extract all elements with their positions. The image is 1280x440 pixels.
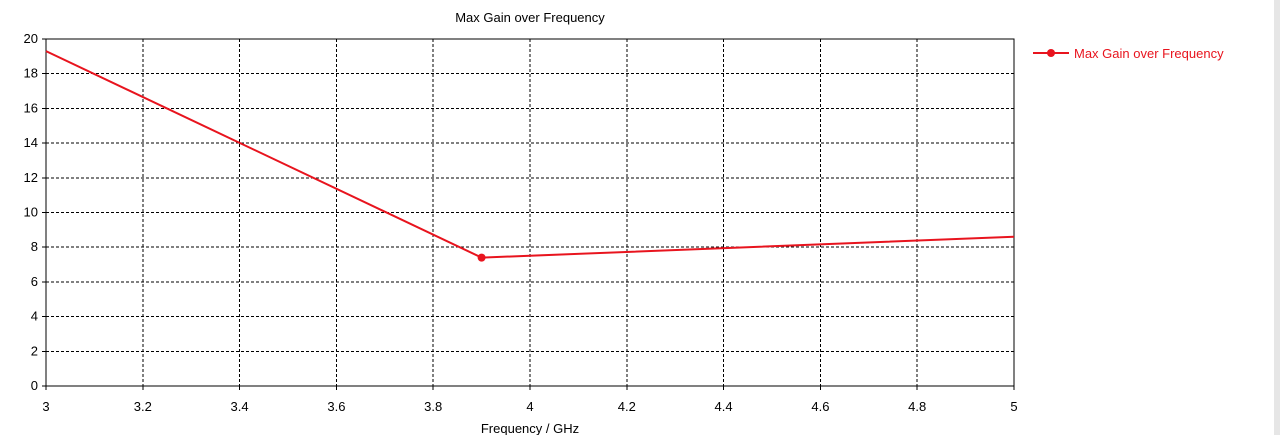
x-tick-label: 4.4 xyxy=(715,399,733,414)
x-tick-label: 4.2 xyxy=(618,399,636,414)
x-tick-label: 4 xyxy=(526,399,533,414)
y-tick-label: 16 xyxy=(24,100,38,115)
x-tick-label: 4.8 xyxy=(908,399,926,414)
y-tick-label: 14 xyxy=(24,135,38,150)
series-layer xyxy=(45,50,1015,262)
data-point-marker xyxy=(477,253,486,262)
legend-label: Max Gain over Frequency xyxy=(1074,46,1224,61)
y-tick-label: 2 xyxy=(31,343,38,358)
grid-lines xyxy=(46,39,1014,386)
x-tick-label: 3.2 xyxy=(134,399,152,414)
x-tick-label: 3 xyxy=(42,399,49,414)
y-tick-labels: 0 2 4 6 8 10 12 14 16 18 20 xyxy=(24,31,38,393)
y-tick-label: 20 xyxy=(24,31,38,46)
plot-frame xyxy=(45,38,1015,387)
window-edge xyxy=(1274,0,1280,435)
y-tick-label: 6 xyxy=(31,274,38,289)
legend-marker xyxy=(1047,49,1055,57)
x-tick-label: 5 xyxy=(1010,399,1017,414)
legend: Max Gain over Frequency xyxy=(1033,46,1224,61)
x-tick-labels: 3 3.2 3.4 3.6 3.8 4 4.2 4.4 4.6 4.8 5 xyxy=(42,399,1017,414)
x-tick-label: 4.6 xyxy=(811,399,829,414)
x-tick-label: 3.4 xyxy=(231,399,249,414)
y-tick-label: 8 xyxy=(31,239,38,254)
x-tick-label: 3.6 xyxy=(327,399,345,414)
y-tick-label: 12 xyxy=(24,170,38,185)
x-tick-label: 3.8 xyxy=(424,399,442,414)
y-tick-label: 10 xyxy=(24,205,38,220)
y-tick-label: 18 xyxy=(24,66,38,81)
chart-title: Max Gain over Frequency xyxy=(455,10,605,25)
y-tick-label: 0 xyxy=(31,378,38,393)
y-tick-label: 4 xyxy=(31,309,38,324)
axes xyxy=(42,38,1015,390)
x-axis-label: Frequency / GHz xyxy=(481,421,579,435)
